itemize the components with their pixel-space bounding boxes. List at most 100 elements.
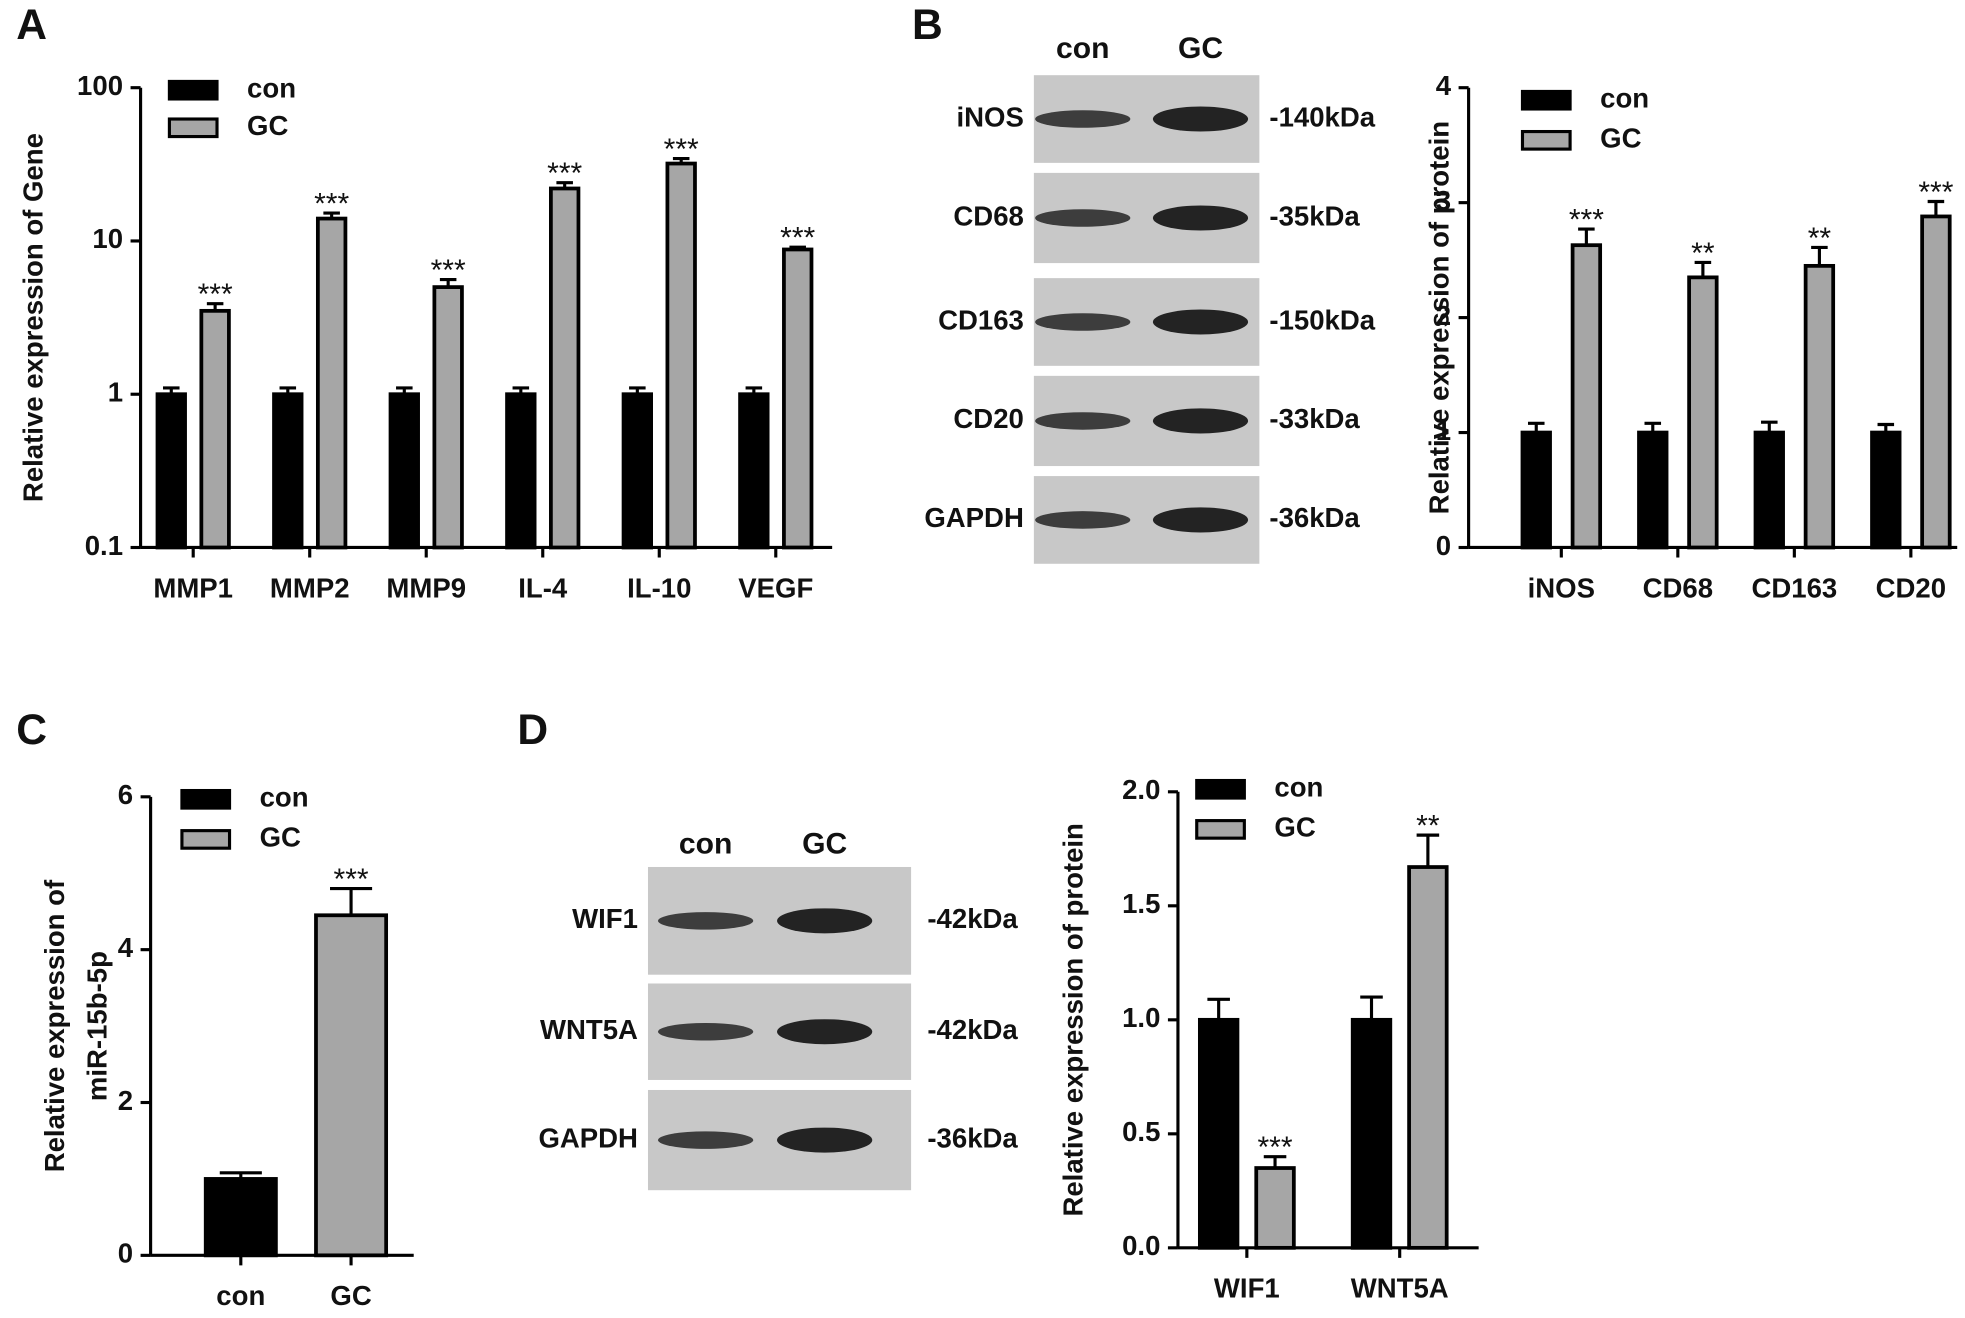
blot-band — [1152, 507, 1249, 533]
bar — [1570, 243, 1603, 550]
y-tick-label: 100 — [77, 70, 123, 101]
y-tick-label: 0 — [1436, 530, 1451, 561]
error-bar — [396, 386, 413, 395]
protein-label: WIF1 — [572, 903, 638, 934]
size-label: -140kDa — [1269, 101, 1375, 132]
bar — [621, 392, 653, 550]
protein-label: GAPDH — [538, 1122, 637, 1153]
bar — [782, 247, 814, 550]
y-tick-label: 1 — [108, 377, 123, 408]
protein-label: GAPDH — [924, 502, 1023, 533]
bar — [1637, 430, 1669, 550]
legend-swatch — [1195, 778, 1246, 800]
y-tick-label: 0.1 — [85, 530, 123, 561]
legend-swatch — [1520, 129, 1572, 151]
blot-band — [1035, 412, 1131, 430]
error-bar — [1360, 995, 1383, 1020]
significance: *** — [547, 157, 582, 190]
error-bar — [789, 245, 806, 250]
bar — [1870, 430, 1902, 550]
significance: *** — [1918, 176, 1953, 209]
significance: *** — [780, 222, 815, 255]
significance: ** — [1416, 810, 1440, 843]
bar — [1753, 430, 1785, 550]
x-tick-label: MMP9 — [386, 572, 466, 603]
size-label: -42kDa — [927, 1014, 1018, 1045]
y-tick-label: 2.0 — [1122, 774, 1160, 805]
significance: *** — [314, 188, 349, 221]
legend-label: GC — [260, 822, 301, 853]
panel-label: C — [16, 706, 47, 754]
blot-band — [1152, 205, 1249, 231]
protein-label: WNT5A — [540, 1014, 638, 1045]
bar — [665, 161, 697, 550]
error-bar — [439, 277, 457, 288]
size-label: -36kDa — [1269, 502, 1360, 533]
y-tick-label: 0.5 — [1122, 1116, 1160, 1147]
error-bar — [219, 1171, 262, 1179]
bar — [155, 392, 187, 550]
bar — [549, 186, 581, 550]
blot-band — [777, 1019, 873, 1045]
y-tick-label: 10 — [92, 223, 123, 254]
size-label: -150kDa — [1269, 304, 1375, 335]
y-tick-label: 1 — [1436, 415, 1451, 446]
lane-label: GC — [1178, 32, 1223, 65]
y-axis-label: miR-15b-5p — [82, 951, 113, 1101]
legend-label: con — [247, 72, 296, 103]
blot-band — [1152, 106, 1249, 132]
blot-band — [777, 908, 873, 934]
error-bar — [1694, 260, 1712, 278]
bar — [738, 392, 770, 550]
blot-band — [1152, 408, 1249, 434]
x-tick-label: CD20 — [1876, 572, 1946, 603]
error-bar — [745, 386, 763, 395]
legend-label: con — [260, 782, 309, 813]
y-tick-label: 3 — [1436, 185, 1451, 216]
y-tick-label: 0.0 — [1122, 1230, 1160, 1261]
bar — [1687, 275, 1719, 550]
error-bar — [206, 302, 224, 311]
blot-band — [1035, 313, 1131, 331]
size-label: -33kDa — [1269, 403, 1360, 434]
y-tick-label: 0 — [118, 1238, 133, 1269]
legend-label: GC — [247, 110, 288, 141]
protein-label: CD68 — [953, 200, 1023, 231]
bar — [1350, 1017, 1393, 1250]
error-bar — [556, 181, 573, 189]
legend-swatch — [1520, 89, 1572, 111]
legend-swatch — [167, 79, 219, 101]
legend-swatch — [167, 117, 219, 139]
bar — [388, 392, 420, 550]
significance: ** — [1808, 222, 1832, 255]
y-tick-label: 1.0 — [1122, 1002, 1160, 1033]
blot-band — [1035, 209, 1131, 227]
x-tick-label: CD68 — [1643, 572, 1713, 603]
size-label: -36kDa — [927, 1122, 1018, 1153]
error-bar — [512, 386, 530, 395]
lane-label: con — [679, 828, 732, 861]
error-bar — [629, 386, 646, 395]
blot-band — [658, 912, 754, 930]
error-bar — [1207, 997, 1230, 1020]
error-bar — [279, 386, 297, 395]
error-bar — [1644, 421, 1662, 433]
bar — [315, 216, 348, 550]
error-bar — [1263, 1155, 1287, 1169]
bar — [432, 285, 464, 550]
lane-label: con — [1056, 32, 1109, 65]
significance: *** — [431, 254, 466, 287]
error-bar — [1527, 421, 1545, 433]
bar — [314, 913, 389, 1258]
bar — [1803, 263, 1836, 550]
y-tick-label: 1.5 — [1122, 888, 1160, 919]
x-tick-label: GC — [330, 1280, 371, 1311]
significance: ** — [1691, 237, 1715, 270]
x-tick-label: VEGF — [738, 572, 813, 603]
error-bar — [163, 386, 180, 395]
y-tick-label: 2 — [118, 1085, 133, 1116]
y-tick-label: 4 — [118, 932, 134, 963]
legend-label: GC — [1274, 812, 1315, 843]
significance: *** — [334, 863, 369, 896]
bar — [1254, 1166, 1296, 1250]
